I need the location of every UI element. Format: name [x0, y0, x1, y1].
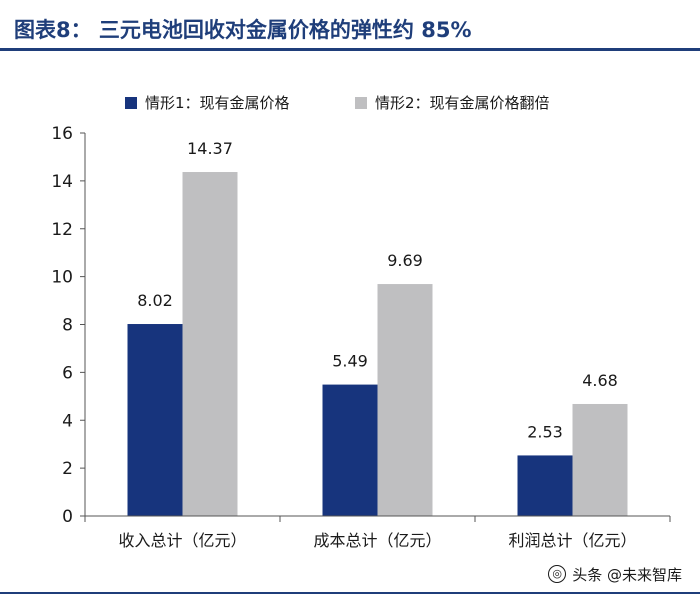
data-label-series-2-cat-2: 9.69	[387, 251, 423, 270]
bar-series-1-cat-2	[322, 384, 378, 516]
bars-layer	[127, 172, 628, 516]
x-category-label: 成本总计（亿元）	[313, 531, 441, 550]
legend-label-1: 情形1：现有金属价格	[145, 94, 290, 112]
bar-series-1-cat-1	[127, 324, 183, 516]
bar-series-2-cat-1	[182, 172, 238, 516]
y-tick-label: 14	[51, 172, 73, 192]
figure-title: 图表8： 三元电池回收对金属价格的弹性约 85%	[14, 18, 472, 42]
data-label-series-2-cat-1: 14.37	[187, 139, 233, 158]
data-label-series-1-cat-1: 8.02	[137, 291, 173, 310]
chart-legend: 情形1：现有金属价格 情形2：现有金属价格翻倍	[125, 94, 550, 112]
figure-header: 图表8： 三元电池回收对金属价格的弹性约 85%	[0, 0, 700, 51]
legend-swatch-2	[355, 97, 367, 109]
x-category-label: 利润总计（亿元）	[508, 531, 636, 550]
y-tick-label: 8	[62, 316, 73, 336]
watermark: ◎ 头条 @未来智库	[548, 564, 682, 584]
legend-swatch-1	[125, 97, 137, 109]
bar-series-2-cat-2	[377, 284, 433, 516]
bar-series-2-cat-3	[572, 403, 628, 516]
bar-series-1-cat-3	[517, 455, 573, 516]
x-axis: 收入总计（亿元） 成本总计（亿元） 利润总计（亿元）	[84, 515, 671, 550]
legend-label-2: 情形2：现有金属价格翻倍	[375, 94, 550, 112]
y-tick-label: 12	[51, 220, 73, 240]
y-tick-label: 4	[62, 411, 73, 431]
y-tick-label: 2	[62, 459, 73, 479]
data-label-series-2-cat-3: 4.68	[582, 371, 618, 390]
watermark-badge-icon: ◎	[548, 565, 567, 583]
y-tick-label: 0	[62, 507, 73, 527]
data-labels-layer: 8.02 14.37 5.49 9.69 2.53 4.68	[137, 139, 618, 441]
y-tick-label: 6	[62, 363, 73, 383]
y-tick-label: 16	[51, 124, 73, 144]
data-label-series-1-cat-3: 2.53	[527, 422, 563, 441]
watermark-text: 头条 @未来智库	[572, 565, 682, 584]
y-axis: 0 2 4 6 8 10 12 14 16	[51, 124, 86, 527]
footer-divider	[0, 592, 700, 594]
data-label-series-1-cat-2: 5.49	[332, 352, 368, 371]
header-divider	[0, 48, 700, 51]
chart-panel: 情形1：现有金属价格 情形2：现有金属价格翻倍 0 2 4 6 8 10 12 14 16 8.0…	[0, 51, 700, 600]
x-category-label: 收入总计（亿元）	[118, 531, 246, 550]
bar-chart: 情形1：现有金属价格 情形2：现有金属价格翻倍 0 2 4 6 8 10 12 14 16 8.0…	[51, 94, 671, 550]
y-tick-label: 10	[51, 268, 73, 288]
